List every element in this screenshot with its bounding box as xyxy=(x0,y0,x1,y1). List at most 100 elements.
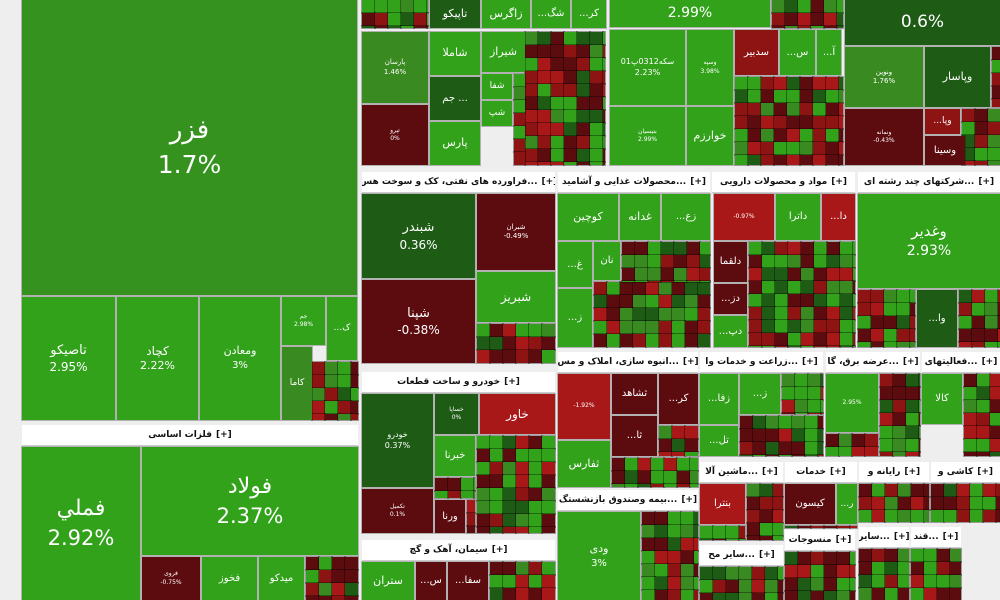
stock-tile[interactable]: فخوز xyxy=(201,556,258,600)
stock-tile[interactable]: کیسون xyxy=(784,483,836,525)
stock-tile[interactable]: شبندر 0.36% xyxy=(361,193,476,279)
sector-header[interactable]: [+] ...فعالیتهای xyxy=(922,352,1000,373)
stock-tile[interactable]: تاصیکو 2.95% xyxy=(21,296,116,421)
stock-tile[interactable]: پارسان 1.46% xyxy=(361,31,429,104)
stock-tile[interactable]: ثشاهد xyxy=(611,373,658,415)
stock-tile[interactable]: شپنا -0.38% xyxy=(361,279,476,364)
stock-tile[interactable]: ورنا xyxy=(434,499,466,534)
stock-tile[interactable]: ومعادن 3% xyxy=(199,296,281,421)
stock-tile[interactable]: کاما xyxy=(281,346,313,421)
stock-tile[interactable]: ونمانه -0.43% xyxy=(844,108,924,166)
stock-tile[interactable]: -1.92% xyxy=(557,373,611,440)
stock-tile[interactable]: فزر 1.7% xyxy=(21,0,358,296)
stock-tile[interactable]: ...کر xyxy=(658,373,699,425)
sector-header[interactable]: [+] ...سایر xyxy=(859,527,909,548)
filler-tile xyxy=(884,548,899,563)
stock-tile[interactable]: ستران xyxy=(361,561,415,600)
sector-header[interactable]: [+]...فراورده های نفتی، کک و سوخت هس xyxy=(362,172,555,193)
stock-tile[interactable]: ...وا xyxy=(916,289,958,348)
stock-tile[interactable]: ...ثا xyxy=(611,415,658,457)
stock-tile[interactable]: ...س xyxy=(415,561,447,600)
stock-tile[interactable]: شیراز xyxy=(481,31,526,73)
stock-tile[interactable]: تپرو 0% xyxy=(361,104,429,166)
stock-tile[interactable]: کچاد 2.22% xyxy=(116,296,199,421)
sector-header[interactable]: [+] کاشی و xyxy=(931,462,1000,483)
stock-tile[interactable]: ...زع xyxy=(661,193,711,241)
sector-header[interactable]: [+] مواد و محصولات دارویی xyxy=(712,172,855,193)
sector-header[interactable]: [+] فلزات اساسی xyxy=(22,425,358,446)
sector-header[interactable]: [+] ...سایر مح xyxy=(700,545,783,566)
stock-tile[interactable]: شبریز xyxy=(476,271,556,323)
sector-header[interactable]: [+] ...شرکتهای چند رشته ای xyxy=(858,172,1000,193)
stock-tile[interactable]: میدکو xyxy=(258,556,305,600)
sector-header[interactable]: [+] ...ماشین آلا xyxy=(700,462,783,483)
stock-tile[interactable]: شفا xyxy=(481,73,513,100)
stock-tile[interactable]: ودی 3% xyxy=(557,511,641,600)
stock-tile[interactable]: خبرنا xyxy=(434,435,476,477)
stock-tile[interactable]: ...وپا xyxy=(924,108,961,135)
stock-tile[interactable]: 2.99% xyxy=(609,0,771,28)
stock-tile[interactable]: وسپه 3.98% xyxy=(686,29,734,106)
stock-tile[interactable]: نان xyxy=(593,241,621,281)
sector-header[interactable]: [+] ...انبوه سازی، املاک و مس xyxy=(558,352,698,373)
stock-tile[interactable]: سدبیر xyxy=(734,29,779,76)
stock-tile[interactable]: ...تل xyxy=(699,425,739,457)
stock-tile[interactable]: ...س xyxy=(779,29,816,76)
stock-tile[interactable]: ...ز xyxy=(739,373,781,415)
sector-header[interactable]: [+] ...قند xyxy=(911,527,961,548)
stock-tile[interactable]: -0.97% xyxy=(713,193,775,241)
stock-tile[interactable]: ونوین 1.76% xyxy=(844,46,924,108)
stock-tile[interactable]: شاملا xyxy=(429,31,481,76)
stock-tile[interactable]: فملي 2.92% xyxy=(21,446,141,600)
stock-tile[interactable]: کالا xyxy=(921,373,963,425)
sector-header[interactable]: [+] رایانه و xyxy=(859,462,929,483)
stock-tile[interactable]: ...دپ xyxy=(713,315,748,348)
stock-tile[interactable]: وپاسار xyxy=(924,46,991,108)
stock-tile[interactable]: داترا xyxy=(775,193,821,241)
stock-tile[interactable]: تاپیکو xyxy=(429,0,481,29)
stock-tile[interactable]: 0.6% xyxy=(844,0,1000,46)
stock-tile[interactable]: تکمیل 0.1% xyxy=(361,488,434,534)
stock-tile[interactable]: غدانه xyxy=(619,193,661,241)
stock-tile[interactable]: فولاد 2.37% xyxy=(141,446,359,556)
stock-tile[interactable]: جم 2.98% xyxy=(281,296,326,346)
stock-tile[interactable]: ...دا xyxy=(821,193,856,241)
stock-tile[interactable]: شپ xyxy=(481,100,513,127)
stock-tile[interactable]: پارس xyxy=(429,121,481,166)
stock-tile[interactable]: سکه0312پ01 2.23% xyxy=(609,29,686,106)
stock-tile[interactable]: جم ... xyxy=(429,76,481,121)
stock-tile[interactable]: خودرو 0.37% xyxy=(361,393,434,488)
sector-header[interactable]: [+] ...زراعت و خدمات وا xyxy=(700,352,823,373)
sector-header[interactable]: [+] ...عرضه برق، گا xyxy=(826,352,920,373)
sector-header[interactable]: [+] ...بیمه وصندوق بازنشستگ xyxy=(558,490,698,511)
stock-tile[interactable]: خساپا 0% xyxy=(434,393,479,435)
stock-tile[interactable]: بنترا xyxy=(699,483,746,525)
stock-tile[interactable]: زاگرس xyxy=(481,0,531,29)
stock-tile[interactable]: وسینا xyxy=(924,135,966,166)
stock-tile[interactable]: ...ر xyxy=(836,483,858,525)
stock-tile[interactable]: ...ز xyxy=(557,288,593,348)
stock-tile[interactable]: شبران -0.49% xyxy=(476,193,556,271)
sector-header[interactable]: [+] ...محصولات غذایی و آشامید xyxy=(558,172,710,193)
stock-tile[interactable]: وغدیر 2.93% xyxy=(857,193,1000,289)
sector-header[interactable]: [+] خودرو و ساخت قطعات xyxy=(362,372,555,393)
stock-tile[interactable]: بتیسیان 2.99% xyxy=(609,106,686,166)
stock-tile[interactable]: دلقما xyxy=(713,241,748,283)
stock-tile[interactable]: ثفارس xyxy=(557,440,611,488)
stock-tile[interactable]: 2.95% xyxy=(825,373,879,433)
stock-tile[interactable]: کوچین xyxy=(557,193,619,241)
stock-tile[interactable]: ...سفا xyxy=(447,561,489,600)
stock-tile[interactable]: ...کر xyxy=(571,0,607,29)
sector-header[interactable]: [+] سیمان، آهک و گچ xyxy=(362,540,555,561)
stock-tile[interactable]: خوارزم xyxy=(686,106,734,166)
sector-header[interactable]: [+] منسوجات xyxy=(785,530,855,551)
sector-header[interactable]: [+] خدمات xyxy=(785,462,857,483)
stock-tile[interactable]: ...ک xyxy=(326,296,358,361)
stock-tile[interactable]: ...غ xyxy=(557,241,593,288)
stock-tile[interactable]: خاور xyxy=(479,393,556,435)
stock-tile[interactable]: ...شگ xyxy=(531,0,571,29)
stock-tile[interactable]: ...دز xyxy=(713,283,748,315)
stock-tile[interactable]: ...زفا xyxy=(699,373,739,425)
stock-tile[interactable]: فروی -0.75% xyxy=(141,556,201,600)
stock-tile[interactable]: ...آ xyxy=(816,29,842,76)
